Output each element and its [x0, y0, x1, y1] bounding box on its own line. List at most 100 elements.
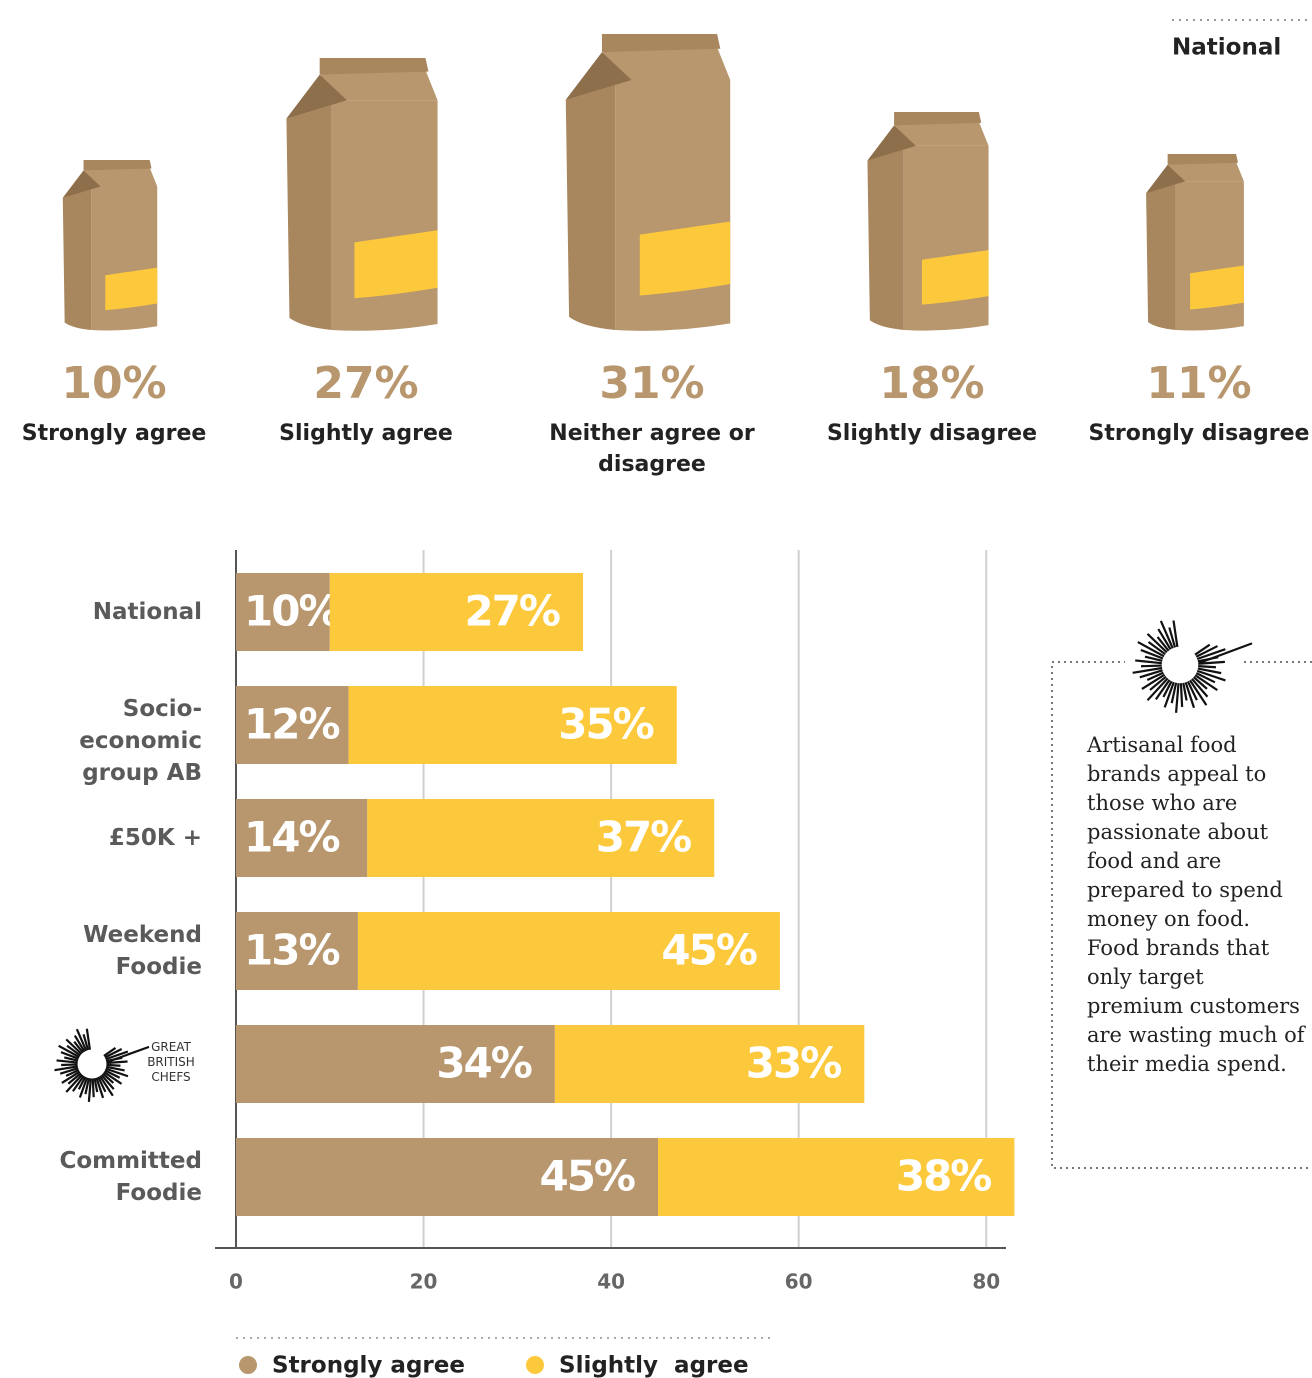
bag-value: 18%	[879, 358, 984, 409]
bag-category: Strongly agree	[21, 421, 207, 446]
burst-ray	[1162, 680, 1173, 698]
legend-label: Strongly agree	[272, 1353, 465, 1378]
burst-ray	[103, 1046, 117, 1057]
burst-ray	[77, 1076, 87, 1090]
bag-value: 27%	[313, 358, 418, 409]
bar-segment	[236, 912, 358, 990]
burst-ray	[61, 1063, 78, 1067]
bag-category: Slightly disagree	[826, 421, 1038, 446]
value-label: 38%	[896, 1152, 991, 1201]
burst-ray	[54, 1065, 78, 1072]
burst-ray	[1179, 683, 1184, 708]
bar-segment	[554, 1025, 865, 1103]
burst-ray	[60, 1051, 79, 1060]
burst-ray	[61, 1070, 81, 1084]
burst-ray	[1168, 627, 1177, 648]
bag-label	[354, 230, 438, 299]
burst-ray	[1139, 669, 1163, 679]
bag-gusset	[867, 125, 916, 161]
burst-ray	[82, 1034, 90, 1051]
burst-ray	[72, 1075, 85, 1092]
bag-side	[1146, 181, 1176, 330]
bag-top	[319, 70, 438, 101]
bar-segment	[367, 799, 715, 877]
burst-ray	[65, 1069, 80, 1077]
burst-ray	[1195, 645, 1218, 658]
burst-ray	[1132, 666, 1163, 674]
bag-front	[1175, 181, 1244, 331]
bag-fold	[319, 58, 429, 75]
y-tick-label: Socio-economic group AB	[79, 696, 202, 786]
value-label: 12%	[244, 700, 339, 749]
burst-ray	[1163, 681, 1175, 708]
legend-label: Slightly agree	[559, 1353, 749, 1378]
bar-segment	[236, 799, 368, 877]
burst-ray	[73, 1034, 86, 1053]
x-tick-label: 80	[972, 1270, 1000, 1294]
burst-ray	[1192, 676, 1208, 690]
bag-side	[62, 186, 92, 331]
burst-ray	[1156, 636, 1170, 652]
burst-ray	[104, 1048, 123, 1059]
burst-ray	[1198, 665, 1216, 669]
bag-value: 10%	[61, 358, 166, 409]
burst-ray	[67, 1072, 82, 1085]
burst-ray	[95, 1077, 105, 1099]
value-label: 34%	[436, 1039, 531, 1088]
burst-ray	[1146, 677, 1169, 702]
burst-ray	[1189, 679, 1208, 706]
bag-fold	[1167, 154, 1239, 165]
burst-ray	[1182, 682, 1188, 701]
x-tick-label: 0	[229, 1270, 243, 1294]
bag-value: 31%	[599, 358, 704, 409]
y-tick-label: £50K +	[108, 825, 202, 851]
burst-ray	[1154, 679, 1171, 701]
bag-fold	[601, 34, 721, 53]
bag-top	[894, 121, 989, 146]
burst-ray	[102, 1072, 115, 1084]
note-text: Artisanal food brands appeal to those wh…	[1087, 733, 1305, 1076]
bag-label	[105, 267, 158, 311]
bag-gusset	[286, 74, 347, 119]
burst-ray	[105, 1067, 129, 1078]
burst-ray	[73, 1041, 84, 1054]
bag-front	[903, 145, 989, 331]
bag-front	[331, 100, 438, 331]
bar-segment	[357, 912, 780, 990]
value-label: 45%	[539, 1152, 634, 1201]
x-tick-label: 40	[597, 1270, 625, 1294]
burst-ray	[78, 1077, 89, 1098]
bar-segment	[236, 573, 330, 651]
bag-fold	[894, 112, 982, 126]
burst-ray	[1137, 641, 1165, 658]
value-label: 27%	[464, 587, 559, 636]
burst-ray	[1144, 655, 1163, 662]
burst-ray	[1141, 673, 1166, 690]
legend-swatch	[526, 1356, 544, 1374]
x-tick-label: 60	[785, 1270, 813, 1294]
bag-fold	[83, 160, 152, 171]
burst-ray	[1157, 628, 1172, 650]
burst-ray	[65, 1073, 84, 1093]
bar-segment	[658, 1138, 1015, 1216]
burst-ray	[65, 1038, 83, 1055]
burst-ray	[1186, 680, 1198, 701]
burst-ray	[91, 1078, 95, 1098]
burst-ray	[93, 1077, 99, 1093]
bar-segment	[236, 1138, 659, 1216]
bag-gusset	[62, 170, 101, 198]
bag-category: Neither agree or disagree	[549, 421, 755, 477]
bag-category: Strongly disagree	[1088, 421, 1310, 446]
bag-value: 11%	[1146, 358, 1251, 409]
burst-ray	[104, 1069, 121, 1079]
bag-top	[1167, 161, 1244, 182]
burst-ray	[99, 1075, 114, 1097]
burst-ray	[75, 1028, 88, 1052]
burst-ray	[1135, 659, 1162, 665]
bar-segment	[329, 573, 583, 651]
burst-ray	[1194, 674, 1218, 692]
bag-gusset	[1146, 164, 1186, 194]
burst-ray	[58, 1044, 80, 1059]
